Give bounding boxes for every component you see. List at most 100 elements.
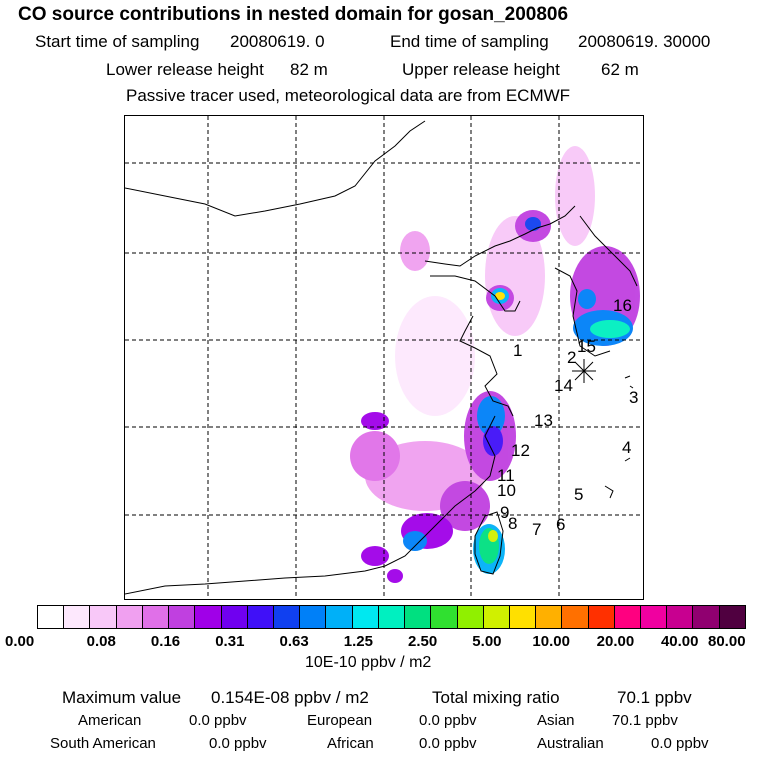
australian-value: 0.0 ppbv — [651, 735, 709, 752]
tracer-note: Passive tracer used, meteorological data… — [126, 86, 571, 105]
colorbar-swatch — [90, 606, 117, 628]
region-label-5: 5 — [574, 485, 583, 504]
region-label-2: 2 — [567, 348, 576, 367]
region-label-9: 9 — [500, 503, 509, 522]
american-value: 0.0 ppbv — [189, 712, 247, 729]
colorbar-tick-label: 0.08 — [86, 633, 116, 650]
region-label-12: 12 — [511, 441, 530, 460]
colorbar-tick-label: 10.00 — [532, 633, 570, 650]
max-value: 0.154E-08 ppbv / m2 — [211, 688, 369, 707]
start-time-label: Start time of sampling — [35, 32, 200, 51]
region-labels: 1 2 3 4 5 6 7 8 9 10 11 12 13 14 15 16 — [497, 296, 638, 539]
plume-faint — [400, 231, 430, 271]
african-value: 0.0 ppbv — [419, 735, 477, 752]
american-label: American — [78, 712, 142, 729]
region-label-16: 16 — [613, 296, 632, 315]
colorbar-swatch — [221, 606, 248, 628]
colorbar-swatch — [509, 606, 537, 628]
plume-faint — [395, 296, 475, 416]
plume-high — [488, 530, 498, 542]
colorbar-tick-label: 40.00 — [660, 633, 699, 650]
colorbar-swatch — [38, 606, 65, 628]
colorbar-swatch — [169, 606, 196, 628]
colorbar-swatch — [352, 606, 379, 628]
plume-high — [578, 289, 596, 309]
colorbar-swatch — [64, 606, 91, 628]
colorbar-tick-label: 1.25 — [343, 633, 373, 650]
region-label-14: 14 — [554, 376, 573, 395]
colorbar-swatch — [195, 606, 222, 628]
colorbar-swatch — [614, 606, 642, 628]
colorbar-swatch — [457, 606, 484, 628]
end-time-label: End time of sampling — [390, 32, 549, 51]
coastlines — [125, 120, 638, 595]
colorbar-tick-label: 0.63 — [279, 633, 309, 650]
end-time-value: 20080619. 30000 — [578, 32, 711, 51]
plume-mid — [525, 217, 541, 231]
plume-faint — [555, 146, 595, 246]
plume-high — [590, 320, 630, 338]
colorbar-tick-label: 5.00 — [472, 633, 502, 650]
colorbar-tick-label: 0.00 — [5, 633, 35, 650]
region-label-4: 4 — [622, 438, 631, 457]
region-label-3: 3 — [629, 388, 638, 407]
colorbar-swatch — [273, 606, 301, 628]
african-label: African — [327, 735, 374, 752]
plume-faint — [350, 431, 400, 481]
plume-mid — [387, 569, 403, 583]
lower-release-value: 82 m — [290, 60, 328, 79]
colorbar-swatch — [247, 606, 274, 628]
region-label-10: 10 — [497, 481, 516, 500]
concentration-field — [350, 146, 640, 583]
total-mixing-value: 70.1 ppbv — [617, 688, 692, 707]
european-label: European — [307, 712, 373, 729]
colorbar-swatch — [536, 606, 563, 628]
colorbar-tick-label: 20.00 — [596, 633, 635, 650]
colorbar — [37, 605, 746, 629]
region-label-15: 15 — [577, 337, 596, 356]
region-label-1: 1 — [513, 341, 522, 360]
colorbar-swatch — [562, 606, 589, 628]
colorbar-swatch — [483, 606, 510, 628]
colorbar-tick-label: 0.16 — [150, 633, 181, 650]
plume-mid — [361, 412, 389, 430]
south-american-label: South American — [50, 735, 156, 752]
colorbar-swatch — [431, 606, 458, 628]
colorbar-tick-label: 2.50 — [408, 633, 438, 650]
receptor-marker — [572, 359, 596, 383]
plume-mid — [483, 426, 503, 456]
colorbar-tick-label: 0.31 — [215, 633, 245, 650]
plot-title: CO source contributions in nested domain… — [18, 4, 569, 25]
colorbar-swatch — [300, 606, 327, 628]
plume-mid — [477, 396, 505, 436]
start-time-value: 20080619. 0 — [230, 32, 325, 51]
colorbar-swatch — [667, 606, 694, 628]
colorbar-swatch — [378, 606, 406, 628]
region-label-13: 13 — [534, 411, 553, 430]
european-value: 0.0 ppbv — [419, 712, 477, 729]
map-panel: 1 2 3 4 5 6 7 8 9 10 11 12 13 14 15 16 — [124, 115, 644, 600]
upper-release-value: 62 m — [601, 60, 639, 79]
lat-lon-grid — [125, 116, 643, 599]
region-label-6: 6 — [556, 515, 565, 534]
max-value-label: Maximum value — [62, 688, 182, 707]
colorbar-swatch — [405, 606, 432, 628]
colorbar-units: 10E-10 ppbv / m2 — [305, 654, 432, 671]
colorbar-swatch — [641, 606, 668, 628]
total-mixing-label: Total mixing ratio — [432, 688, 560, 707]
asian-label: Asian — [537, 712, 575, 729]
map-svg: 1 2 3 4 5 6 7 8 9 10 11 12 13 14 15 16 — [125, 116, 643, 599]
region-label-8: 8 — [508, 514, 517, 533]
plume-high — [495, 292, 505, 300]
south-american-value: 0.0 ppbv — [209, 735, 267, 752]
colorbar-swatch — [588, 606, 615, 628]
plume-faint — [440, 481, 490, 531]
colorbar-swatch — [693, 606, 720, 628]
colorbar-tick-label: 80.00 — [708, 633, 746, 650]
lower-release-label: Lower release height — [106, 60, 264, 79]
upper-release-label: Upper release height — [402, 60, 560, 79]
region-label-7: 7 — [532, 520, 541, 539]
colorbar-swatch — [142, 606, 170, 628]
plume-mid — [403, 531, 427, 551]
region-label-11: 11 — [497, 466, 515, 485]
